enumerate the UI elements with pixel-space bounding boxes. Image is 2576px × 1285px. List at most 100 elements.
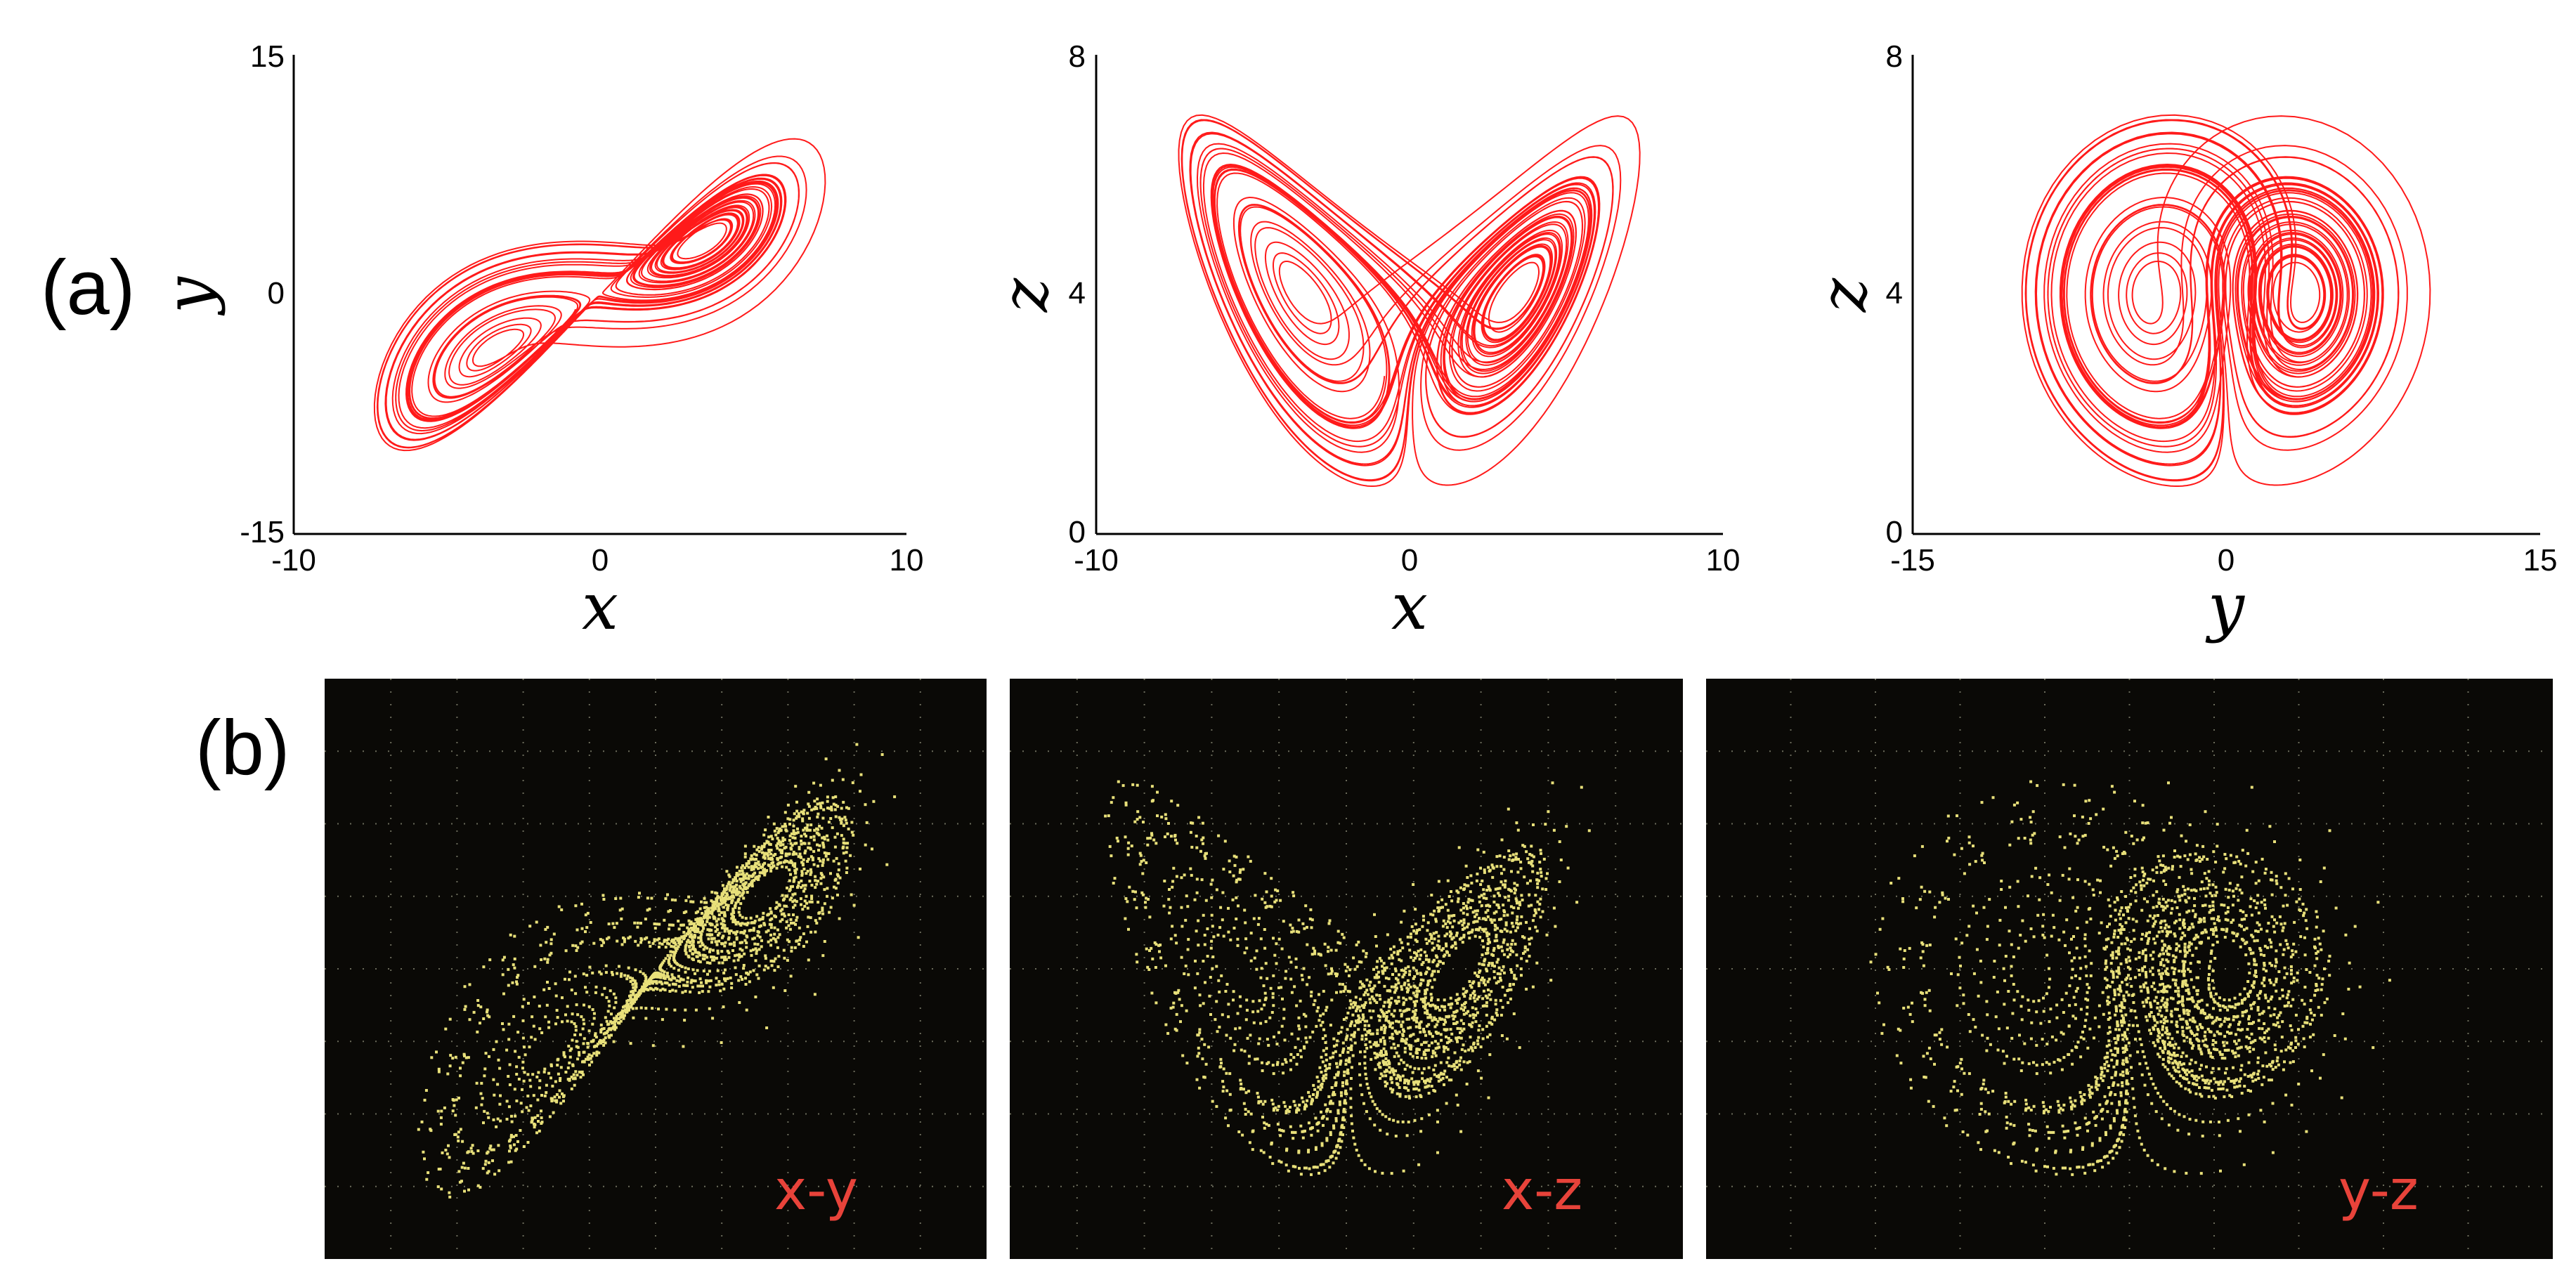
- scope-dot: [1315, 1076, 1319, 1079]
- scope-dot: [620, 1009, 624, 1012]
- scope-dot: [1408, 1097, 1411, 1100]
- scope-dot: [701, 944, 705, 946]
- scope-dot: [670, 965, 673, 968]
- scope-dot: [871, 847, 873, 851]
- scope-dot: [1177, 989, 1180, 992]
- scope-dot: [1336, 1111, 1340, 1115]
- scope-dot: [613, 1024, 616, 1026]
- scope-dot: [2183, 925, 2186, 929]
- scope-dot: [1408, 948, 1412, 952]
- scope-dot: [1198, 1031, 1202, 1034]
- scope-dot: [705, 901, 708, 904]
- scope-dot: [1920, 844, 1924, 848]
- scope-dot: [1124, 801, 1128, 804]
- scope-dot: [1263, 1126, 1266, 1130]
- scope-dot: [740, 866, 743, 870]
- scope-dot: [1377, 1015, 1380, 1017]
- scope-dot: [1412, 1083, 1416, 1086]
- scope-dot: [800, 870, 804, 873]
- scope-dot: [619, 896, 623, 900]
- scope-dot: [770, 917, 774, 920]
- scope-dot: [808, 828, 812, 832]
- scope-dot: [2275, 977, 2278, 981]
- scope-dot: [1515, 918, 1518, 922]
- scope-dot: [1391, 1022, 1394, 1025]
- scope-dot: [736, 900, 740, 904]
- scope-dot: [1424, 989, 1427, 992]
- scope-dot: [1482, 981, 1485, 984]
- scope-dot: [651, 981, 654, 985]
- scope-dot: [727, 880, 731, 884]
- scope-dot: [2152, 1026, 2155, 1029]
- scope-dot: [1146, 965, 1150, 969]
- scope-dot: [1495, 1014, 1499, 1017]
- scope-dot: [674, 983, 677, 986]
- scope-dot: [2185, 1021, 2189, 1024]
- scope-dot: [694, 951, 697, 954]
- scope-dot: [1324, 1069, 1327, 1073]
- scope-dot: [1211, 1100, 1214, 1103]
- scope-dot: [840, 807, 843, 810]
- scope-dot: [1350, 1048, 1353, 1052]
- scope-dot: [1206, 927, 1209, 930]
- scope-dot: [630, 993, 633, 997]
- scope-dot: [1398, 1095, 1402, 1098]
- scope-dot: [2183, 972, 2186, 976]
- scope-dot: [1419, 1094, 1422, 1097]
- scope-dot: [578, 1070, 581, 1074]
- scope-dot: [1428, 1113, 1431, 1116]
- scope-dot: [802, 842, 805, 845]
- scope-dot: [595, 1050, 599, 1054]
- scope-dot: [701, 920, 704, 923]
- scope-dot: [689, 933, 693, 937]
- scope-dot: [526, 1073, 530, 1076]
- scope-dot: [1412, 959, 1415, 963]
- scope-dot: [1320, 1110, 1322, 1114]
- scope-dot: [1391, 1081, 1393, 1084]
- scope-dot: [743, 852, 747, 856]
- scope-dot: [720, 1041, 723, 1044]
- scope-dot: [671, 923, 675, 927]
- scope-dot: [723, 944, 727, 948]
- scope-dot: [1307, 1149, 1310, 1152]
- scope-dot: [1219, 1057, 1223, 1061]
- scope-dot: [802, 868, 806, 870]
- scope-dot: [1256, 1095, 1260, 1099]
- scope-dot: [576, 1013, 580, 1017]
- scope-dot: [1232, 990, 1235, 993]
- scope-dot: [538, 1005, 541, 1007]
- scope-dot: [574, 904, 578, 908]
- scope-dot: [591, 1022, 594, 1026]
- scope-dot: [1384, 1081, 1387, 1083]
- scope-dot: [2073, 783, 2076, 787]
- scope-dot: [1218, 1025, 1221, 1029]
- scope-dot: [806, 870, 809, 873]
- scope-dot: [696, 969, 699, 972]
- scope-dot: [515, 1147, 519, 1151]
- scope-dot: [1417, 1067, 1421, 1071]
- scope-dot: [1232, 927, 1236, 929]
- scope-dot: [772, 960, 776, 963]
- scope-dot: [1292, 1137, 1295, 1140]
- scope-dot: [830, 808, 833, 811]
- scope-dot: [481, 1167, 485, 1170]
- scope-dot: [1301, 978, 1304, 981]
- scope-dot: [1501, 949, 1504, 953]
- scope-dot: [1516, 915, 1519, 918]
- scope-dot: [491, 1159, 494, 1163]
- scope-dot: [507, 1161, 511, 1164]
- scope-dot: [633, 988, 637, 991]
- scope-dot: [1495, 939, 1499, 942]
- scope-dot: [2094, 1076, 2097, 1079]
- scope-dot: [1436, 1120, 1439, 1123]
- scope-dot: [2220, 1053, 2224, 1056]
- scope-dot: [556, 1064, 559, 1067]
- scope-dot: [807, 857, 810, 861]
- scope-dot: [1461, 923, 1464, 927]
- scope-dot: [620, 1015, 623, 1019]
- scope-dot: [817, 812, 820, 816]
- scope-dot: [1499, 977, 1502, 979]
- scope-dot: [1178, 998, 1181, 1001]
- scope-dot: [1298, 1103, 1301, 1107]
- scope-dot: [457, 1170, 461, 1173]
